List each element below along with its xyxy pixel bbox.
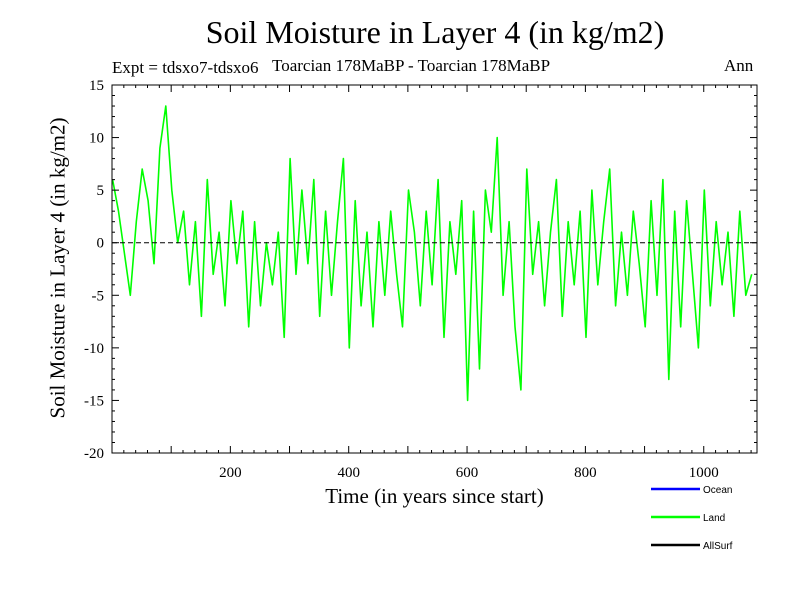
y-tick-label: -10 (84, 341, 104, 357)
y-tick-label: 10 (89, 131, 104, 147)
y-tick-label: 0 (97, 236, 105, 252)
y-tick-label: 5 (97, 183, 105, 199)
y-tick-label: 15 (89, 78, 104, 94)
legend-label-ocean: Ocean (703, 485, 732, 496)
series-line-land (111, 105, 753, 402)
legend-label-allsurf: AllSurf (703, 541, 733, 552)
x-tick-label: 600 (456, 465, 479, 481)
y-tick-label: -20 (84, 446, 104, 462)
y-tick-label: -5 (92, 288, 105, 304)
x-tick-label: 800 (574, 465, 597, 481)
period-label: Toarcian 178MaBP - Toarcian 178MaBP (272, 56, 551, 75)
experiment-label: Expt = tdsxo7-tdsxo6 (112, 58, 259, 77)
x-tick-label: 200 (219, 465, 242, 481)
legend-label-land: Land (703, 513, 725, 524)
season-label: Ann (724, 56, 754, 75)
x-tick-label: 1000 (689, 465, 719, 481)
plot-frame (111, 84, 758, 454)
chart-title: Soil Moisture in Layer 4 (in kg/m2) (205, 14, 665, 50)
y-tick-label: -15 (84, 393, 104, 409)
x-axis-label: Time (in years since start) (325, 484, 544, 508)
x-tick-label: 400 (337, 465, 360, 481)
